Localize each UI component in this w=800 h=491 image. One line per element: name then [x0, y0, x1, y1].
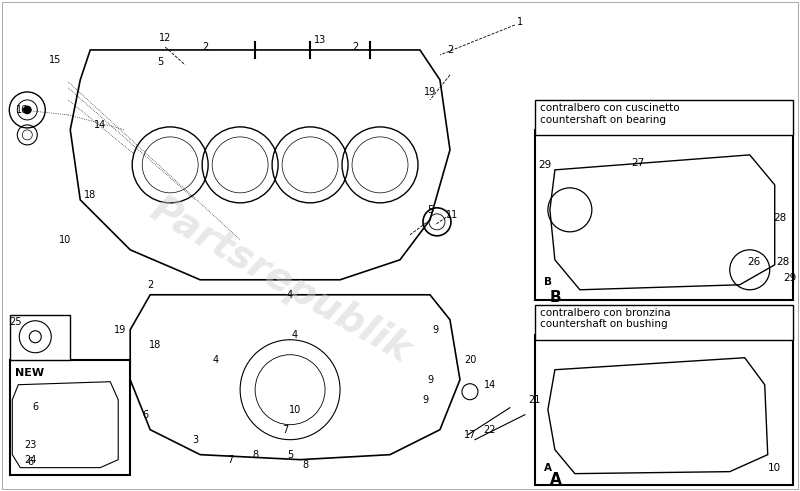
Text: 4: 4	[292, 330, 298, 340]
Text: 20: 20	[464, 355, 476, 365]
Text: 25: 25	[9, 317, 22, 327]
Text: 11: 11	[446, 210, 458, 220]
Text: 18: 18	[149, 340, 162, 350]
Text: B: B	[544, 277, 552, 287]
Text: 8: 8	[252, 450, 258, 460]
Text: Partsrepublik: Partsrepublik	[143, 190, 417, 370]
Text: 4: 4	[212, 355, 218, 365]
Text: 7: 7	[282, 425, 288, 435]
Text: 27: 27	[631, 158, 645, 168]
Text: 12: 12	[159, 33, 171, 43]
Text: B: B	[550, 290, 562, 305]
Text: 18: 18	[84, 190, 96, 200]
Text: 5: 5	[287, 450, 294, 460]
Text: 10: 10	[289, 405, 302, 415]
Text: NEW: NEW	[15, 368, 45, 378]
Text: 10: 10	[768, 463, 782, 473]
Text: 7: 7	[227, 455, 234, 464]
Text: 28: 28	[776, 257, 790, 267]
Text: 6: 6	[27, 457, 34, 466]
Text: 10: 10	[59, 235, 71, 245]
Bar	[10, 360, 130, 475]
Text: 13: 13	[314, 35, 326, 45]
Text: 24: 24	[24, 455, 37, 464]
Text: 26: 26	[747, 257, 760, 267]
Text: 17: 17	[464, 430, 476, 439]
Text: 14: 14	[94, 120, 106, 130]
Text: 2: 2	[202, 42, 208, 52]
Text: 5: 5	[157, 57, 163, 67]
Text: A: A	[550, 472, 562, 487]
Circle shape	[23, 106, 31, 114]
Bar	[535, 130, 793, 300]
Text: 15: 15	[49, 55, 62, 65]
Text: 9: 9	[422, 395, 428, 405]
Text: 23: 23	[24, 439, 37, 450]
Text: 29: 29	[538, 160, 551, 170]
Text: 2: 2	[352, 42, 358, 52]
Text: 9: 9	[427, 375, 433, 385]
Text: contralbero con cuscinetto
countershaft on bearing: contralbero con cuscinetto countershaft …	[540, 103, 679, 125]
Text: 19: 19	[114, 325, 126, 335]
Text: 9: 9	[432, 325, 438, 335]
Text: 3: 3	[192, 435, 198, 445]
Text: 5: 5	[427, 205, 433, 215]
Bar	[535, 305, 793, 340]
Bar	[535, 335, 793, 485]
Bar	[535, 100, 793, 135]
Text: 4: 4	[287, 290, 293, 300]
Text: 21: 21	[529, 395, 541, 405]
Text: contralbero con bronzina
countershaft on bushing: contralbero con bronzina countershaft on…	[540, 308, 670, 329]
Text: 8: 8	[302, 460, 308, 470]
Text: 28: 28	[773, 213, 786, 223]
Text: 14: 14	[484, 380, 496, 390]
Text: 19: 19	[424, 87, 436, 97]
Text: 6: 6	[32, 402, 38, 411]
Text: 2: 2	[147, 280, 154, 290]
Text: 2: 2	[447, 45, 453, 55]
Text: 1: 1	[517, 17, 523, 27]
Text: 29: 29	[783, 273, 796, 283]
Text: A: A	[544, 463, 552, 473]
Bar	[10, 315, 70, 360]
Text: 22: 22	[484, 425, 496, 435]
Text: 6: 6	[142, 409, 148, 420]
Text: 16: 16	[16, 105, 29, 115]
